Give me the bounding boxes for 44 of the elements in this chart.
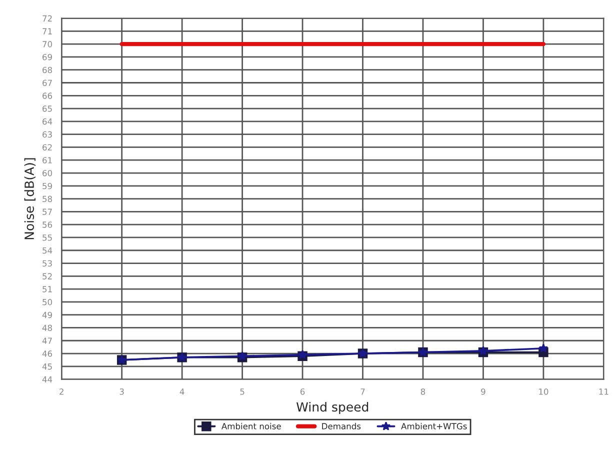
x-tick-label: 6 [300,388,305,395]
y-axis-title: Noise [dB(A)] [24,158,36,240]
x-tick-label: 4 [180,388,184,395]
y-tick-label: 59 [42,182,52,190]
y-tick-label: 54 [42,247,52,254]
y-tick-label: 57 [42,208,52,215]
y-tick-label: 61 [42,157,52,164]
y-tick-label: 53 [42,260,52,267]
y-tick-label: 49 [42,312,52,318]
x-tick-label: 11 [599,388,608,395]
y-tick-label: 44 [42,376,52,382]
x-tick-label: 3 [120,388,124,395]
x-tick-label: 2 [60,388,64,395]
y-tick-label: 56 [42,222,52,228]
x-axis-title: Wind speed [296,402,368,414]
y-tick-label: 71 [42,28,52,34]
y-tick-label: 52 [42,273,52,280]
y-tick-label: 62 [42,144,52,151]
y-tick-label: 63 [42,131,52,138]
y-tick-label: 72 [42,15,52,22]
x-tick-label: 7 [360,388,365,395]
y-tick-label: 55 [42,234,52,241]
y-tick-label: 65 [42,106,52,112]
y-tick-label: 46 [42,350,52,357]
y-tick-label: 60 [42,170,52,176]
y-tick-label: 67 [42,80,52,86]
y-tick-label: 69 [42,54,52,60]
y-tick-label: 51 [42,286,52,292]
legend-label: Ambient+WTGs [401,422,467,430]
y-tick-label: 66 [42,92,52,99]
y-tick-label: 50 [42,298,52,306]
legend-label: Demands [322,422,361,430]
y-tick-label: 68 [42,66,52,74]
y-tick-label: 70 [42,41,52,48]
y-tick-label: 48 [42,324,52,332]
y-tick-label: 47 [42,338,52,344]
x-tick-label: 10 [539,388,548,395]
y-tick-label: 58 [42,196,52,202]
legend-label: Ambient noise [221,422,281,430]
y-tick-label: 64 [42,118,52,125]
x-tick-label: 9 [481,388,486,395]
x-tick-label: 5 [240,388,244,395]
y-tick-label: 45 [42,364,52,370]
x-tick-label: 8 [420,388,426,395]
